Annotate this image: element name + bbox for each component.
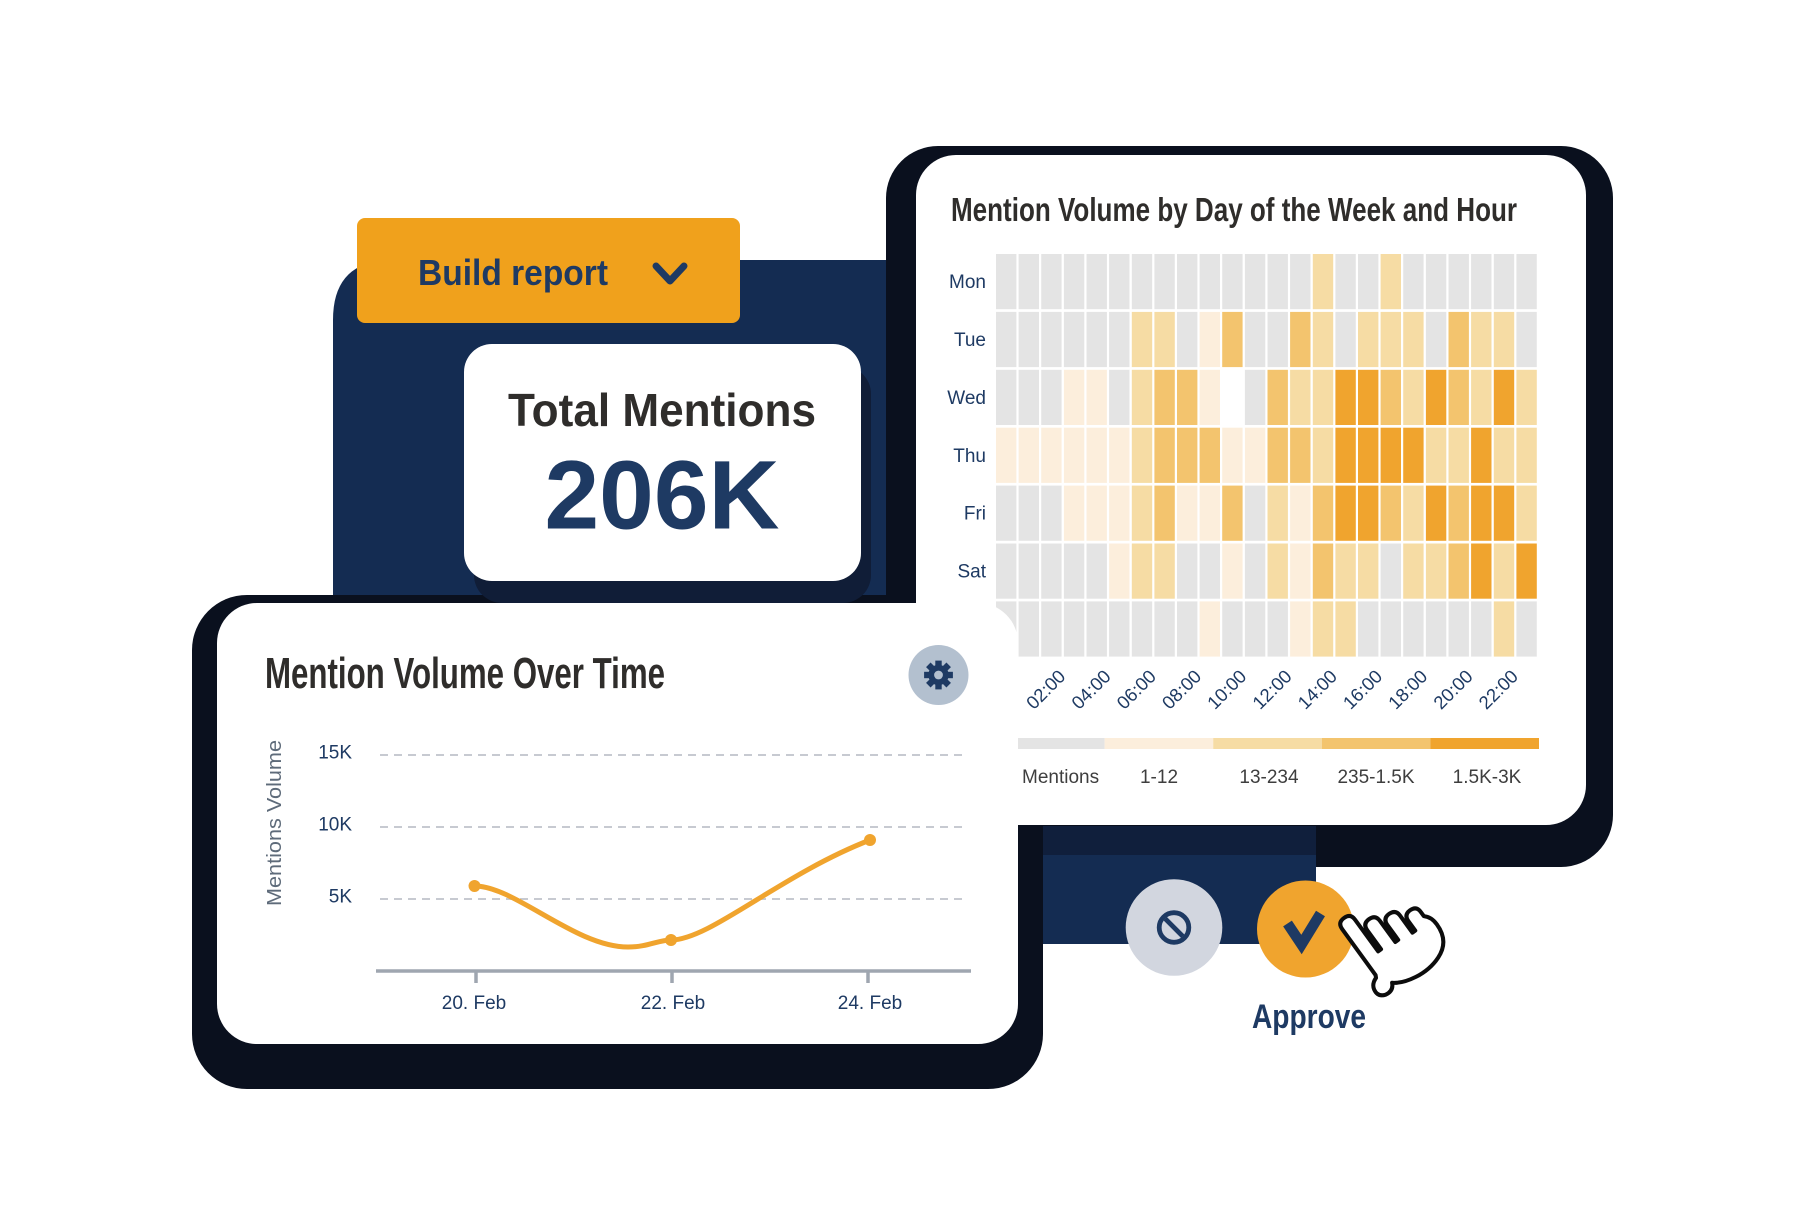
svg-text:24. Feb: 24. Feb xyxy=(838,993,902,1014)
svg-text:Thu: Thu xyxy=(953,446,986,467)
svg-text:Mon: Mon xyxy=(949,272,986,293)
svg-text:Approve: Approve xyxy=(1252,998,1366,1036)
svg-text:206K: 206K xyxy=(545,441,780,550)
svg-text:22. Feb: 22. Feb xyxy=(641,993,705,1014)
svg-text:Sat: Sat xyxy=(957,562,986,583)
svg-text:Fri: Fri xyxy=(964,504,986,525)
svg-text:Mentions Volume: Mentions Volume xyxy=(263,740,286,906)
svg-text:1.5K-3K: 1.5K-3K xyxy=(1453,767,1522,788)
svg-text:20. Feb: 20. Feb xyxy=(442,993,506,1014)
svg-text:Wed: Wed xyxy=(947,388,986,409)
svg-text:Build report: Build report xyxy=(418,252,608,293)
svg-text:13-234: 13-234 xyxy=(1239,767,1299,788)
svg-text:235-1.5K: 235-1.5K xyxy=(1337,767,1414,788)
svg-text:5K: 5K xyxy=(329,887,353,908)
svg-text:15K: 15K xyxy=(318,743,352,764)
svg-text:Mention Volume Over Time: Mention Volume Over Time xyxy=(265,649,665,698)
svg-text:1-12: 1-12 xyxy=(1140,767,1178,788)
svg-text:Tue: Tue xyxy=(954,330,986,351)
svg-text:Total Mentions: Total Mentions xyxy=(508,384,816,436)
svg-text:Mentions: Mentions xyxy=(1022,767,1099,788)
svg-text:10K: 10K xyxy=(318,815,352,836)
svg-text:Mention Volume by Day of the W: Mention Volume by Day of the Week and Ho… xyxy=(951,191,1517,228)
